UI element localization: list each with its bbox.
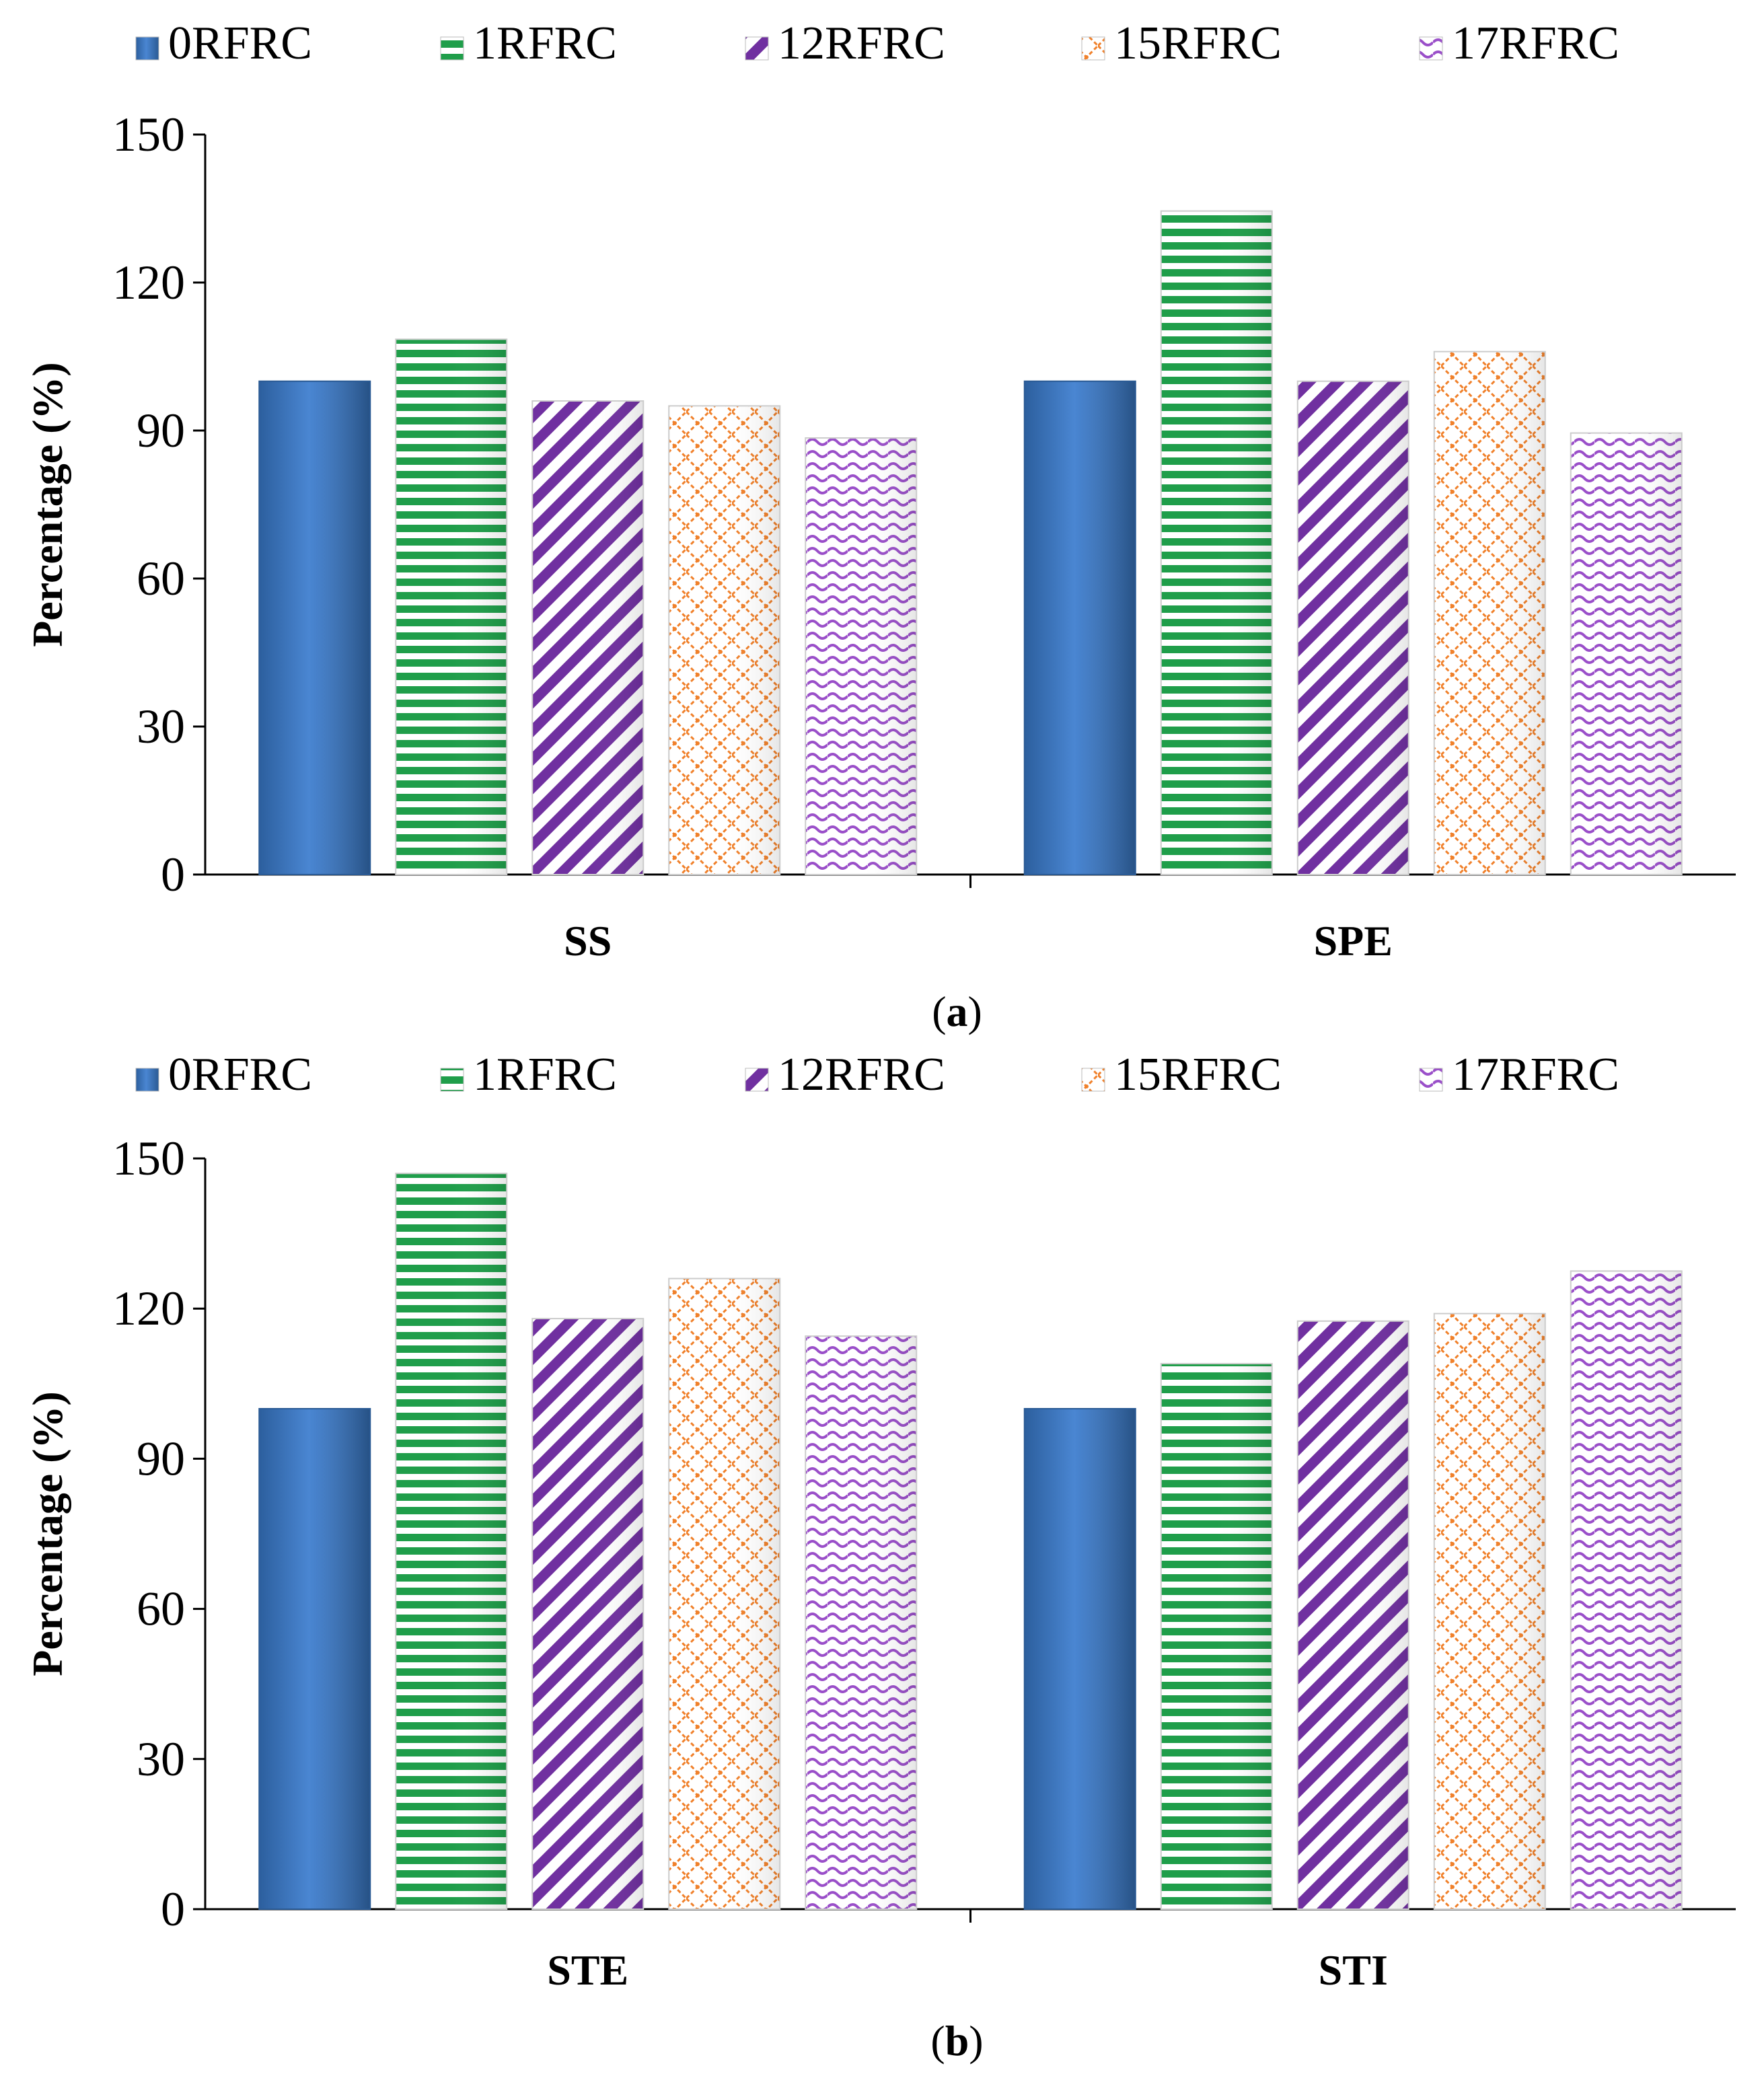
bar-shade-17RFRC-STE bbox=[805, 1335, 918, 1910]
bar-shade-15RFRC-SS bbox=[668, 405, 781, 875]
panel-caption-letter: a bbox=[947, 988, 968, 1035]
legend-swatch-0RFRC bbox=[135, 36, 159, 61]
y-tick-label: 150 bbox=[112, 1132, 185, 1185]
bar-shade-0RFRC-SPE bbox=[1023, 380, 1136, 875]
y-tick-label: 120 bbox=[112, 256, 185, 309]
bar-shade-15RFRC-SPE bbox=[1433, 350, 1546, 875]
legend-swatch-0RFRC bbox=[135, 1068, 159, 1092]
y-tick-label: 0 bbox=[161, 848, 185, 901]
bar-shade-12RFRC-STI bbox=[1296, 1320, 1409, 1911]
y-tick-label: 30 bbox=[137, 1732, 185, 1786]
legend-label-12RFRC: 12RFRC bbox=[778, 17, 945, 69]
legend-swatch-12RFRC bbox=[745, 1068, 769, 1092]
bar-shade-1RFRC-STE bbox=[395, 1173, 508, 1910]
category-label-SS: SS bbox=[564, 917, 612, 965]
legend-label-12RFRC: 12RFRC bbox=[778, 1049, 945, 1101]
y-tick-label: 60 bbox=[137, 552, 185, 605]
bar-shade-15RFRC-STI bbox=[1433, 1312, 1546, 1910]
bar-shade-1RFRC-STI bbox=[1160, 1363, 1273, 1911]
panel-caption: (b) bbox=[930, 2017, 983, 2065]
category-label-STI: STI bbox=[1319, 1946, 1388, 1994]
legend-label-17RFRC: 17RFRC bbox=[1452, 1049, 1619, 1101]
legend-swatch-15RFRC bbox=[1081, 36, 1105, 61]
y-tick-label: 120 bbox=[112, 1282, 185, 1335]
chart-panel-a: 0RFRC 1RFRC 12RFRC 15RFRC 17RFRC 0 30 60 90 120 15… bbox=[24, 17, 1736, 1035]
legend-label-15RFRC: 15RFRC bbox=[1114, 17, 1282, 69]
bar-shade-17RFRC-STI bbox=[1570, 1270, 1683, 1910]
bar-shade-12RFRC-STE bbox=[531, 1318, 645, 1910]
legend-label-1RFRC: 1RFRC bbox=[473, 17, 617, 69]
legend-swatch-12RFRC bbox=[745, 36, 769, 61]
y-tick-label: 90 bbox=[137, 404, 185, 457]
legend-label-0RFRC: 0RFRC bbox=[168, 17, 312, 69]
y-tick-label: 60 bbox=[137, 1582, 185, 1636]
legend-swatch-1RFRC bbox=[440, 1068, 464, 1092]
y-tick-label: 30 bbox=[137, 700, 185, 753]
category-label-STE: STE bbox=[547, 1946, 628, 1994]
bar-shade-15RFRC-STE bbox=[668, 1277, 781, 1911]
bar-shade-17RFRC-SPE bbox=[1570, 432, 1683, 875]
legend-label-1RFRC: 1RFRC bbox=[473, 1049, 617, 1101]
bar-shade-0RFRC-SS bbox=[258, 380, 371, 875]
bar-shade-0RFRC-STI bbox=[1023, 1408, 1136, 1910]
y-axis-label: Percentage (%) bbox=[24, 362, 71, 647]
legend-swatch-17RFRC bbox=[1419, 1068, 1443, 1092]
y-tick-label: 150 bbox=[112, 108, 185, 161]
category-label-SPE: SPE bbox=[1314, 917, 1393, 965]
bar-shade-1RFRC-SS bbox=[395, 338, 508, 876]
legend-swatch-17RFRC bbox=[1419, 36, 1443, 61]
bar-shade-17RFRC-SS bbox=[805, 437, 918, 875]
bar-shade-12RFRC-SPE bbox=[1296, 380, 1409, 875]
bar-shade-12RFRC-SS bbox=[531, 400, 645, 875]
legend-label-0RFRC: 0RFRC bbox=[168, 1049, 312, 1101]
legend-swatch-1RFRC bbox=[440, 36, 464, 61]
chart-panel-b: 0RFRC 1RFRC 12RFRC 15RFRC 17RFRC 0 30 60 90 120 15… bbox=[24, 1049, 1736, 2065]
legend-swatch-15RFRC bbox=[1081, 1068, 1105, 1092]
y-tick-label: 90 bbox=[137, 1432, 185, 1485]
panel-caption-letter: b bbox=[945, 2017, 969, 2065]
legend-label-15RFRC: 15RFRC bbox=[1114, 1049, 1282, 1101]
legend-label-17RFRC: 17RFRC bbox=[1452, 17, 1619, 69]
y-axis-label: Percentage (%) bbox=[24, 1391, 71, 1676]
bar-shade-1RFRC-SPE bbox=[1160, 210, 1273, 875]
bar-shade-0RFRC-STE bbox=[258, 1408, 371, 1910]
y-tick-label: 0 bbox=[161, 1882, 185, 1936]
panel-caption: (a) bbox=[932, 988, 982, 1035]
